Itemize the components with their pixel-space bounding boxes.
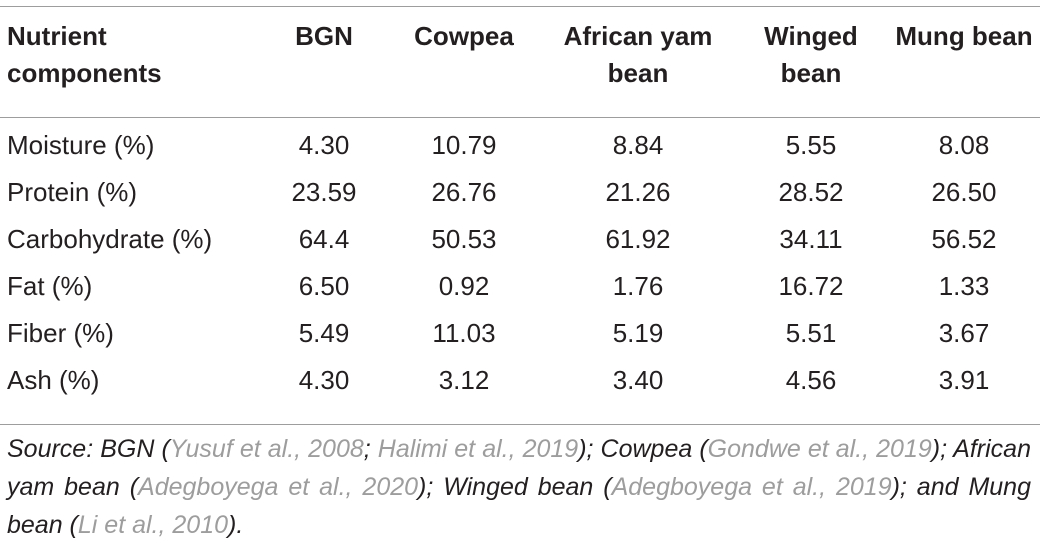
row-label: Carbohydrate (%) [7,224,213,254]
table-cell: 5.51 [785,318,837,348]
table-header-row: Nutrient components BGN Cowpea African y… [0,10,1040,118]
table-cell: 6.50 [298,271,350,301]
table-cell: 0.92 [438,271,490,301]
table-cell: 4.30 [298,130,350,160]
table-cell: 21.26 [605,177,671,207]
table-row: Protein (%) 23.59 26.76 21.26 28.52 26.5… [0,169,1040,216]
source-text: ); and Mung bean ( [7,473,1031,539]
table-cell: 3.67 [938,318,990,348]
header-cowpea: Cowpea [414,21,514,51]
header-african-yam-bean: African yam bean [563,21,713,88]
table-cell: 1.33 [938,271,990,301]
source-text: ); Winged bean ( [418,473,612,501]
table-cell: 5.19 [612,318,664,348]
table-row: Fiber (%) 5.49 11.03 5.19 5.51 3.67 [0,310,1040,357]
table-row: Fat (%) 6.50 0.92 1.76 16.72 1.33 [0,263,1040,310]
citation-link[interactable]: Yusuf et al., 2008 [169,435,364,463]
row-label: Ash (%) [7,365,100,395]
table-cell: 23.59 [291,177,357,207]
source-text: ); Cowpea ( [578,435,708,463]
table-cell: 3.12 [438,365,490,395]
header-winged-bean: Winged bean [764,21,858,88]
citation-link[interactable]: Adegboyega et al., 2019 [611,473,892,501]
row-label: Protein (%) [7,177,138,207]
nutrient-table: Nutrient components BGN Cowpea African y… [0,10,1040,404]
table-cell: 26.50 [931,177,997,207]
table-cell: 8.08 [938,130,990,160]
table-cell: 1.76 [612,271,664,301]
table-row: Moisture (%) 4.30 10.79 8.84 5.55 8.08 [0,118,1040,169]
table-cell: 8.84 [612,130,664,160]
table-cell: 34.11 [779,224,843,254]
table-cell: 3.91 [938,365,990,395]
table-row: Carbohydrate (%) 64.4 50.53 61.92 34.11 … [0,216,1040,263]
table-cell: 64.4 [298,224,350,254]
citation-link[interactable]: Halimi et al., 2019 [377,435,579,463]
table-cell: 50.53 [431,224,497,254]
source-text: ; [363,435,378,463]
header-bgn: BGN [295,21,353,51]
table-row: Ash (%) 4.30 3.12 3.40 4.56 3.91 [0,357,1040,404]
table-cell: 4.56 [785,365,837,395]
header-nutrient-components: Nutrient components [7,21,162,88]
table-cell: 10.79 [431,130,497,160]
table-bottom-rule [0,424,1040,425]
row-label: Moisture (%) [7,130,155,160]
citation-link[interactable]: Gondwe et al., 2019 [707,435,932,463]
table-cell: 5.55 [785,130,837,160]
table-cell: 28.52 [778,177,844,207]
table-cell: 56.52 [931,224,997,254]
table-header-rule [0,117,1040,118]
source-text: ); African yam bean ( [7,435,1031,501]
row-label: Fat (%) [7,271,93,301]
table-cell: 16.72 [778,271,844,301]
table-cell: 61.92 [605,224,671,254]
table-cell: 11.03 [432,318,496,348]
table-source-note: Source: BGN (Yusuf et al., 2008; Halimi … [7,430,1031,544]
source-text: Source: BGN ( [7,435,170,463]
table-cell: 3.40 [612,365,664,395]
citation-link[interactable]: Adegboyega et al., 2020 [138,473,419,501]
row-label: Fiber (%) [7,318,114,348]
table-cell: 5.49 [298,318,350,348]
table-top-rule [0,6,1040,7]
table-cell: 26.76 [431,177,497,207]
table-cell: 4.30 [298,365,350,395]
header-mung-bean: Mung bean [895,21,1033,51]
citation-link[interactable]: Li et al., 2010 [77,511,229,539]
source-text: ). [228,511,244,539]
